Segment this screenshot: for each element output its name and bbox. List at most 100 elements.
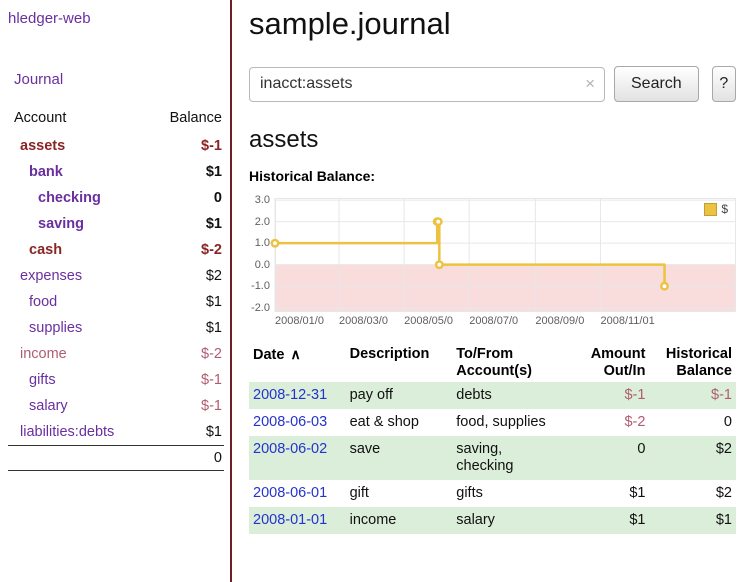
register-header-label: Balance bbox=[676, 363, 732, 379]
legend-swatch-icon bbox=[704, 202, 718, 216]
register-header-description: Description bbox=[346, 344, 453, 382]
account-row: food $1 bbox=[8, 289, 224, 315]
account-name-cell: gifts bbox=[8, 367, 146, 393]
transaction-date-cell: 2008-12-31 bbox=[249, 382, 346, 409]
x-tick-label: 2008/03/0 bbox=[339, 315, 388, 327]
x-tick-label: 2008/01/0 bbox=[275, 315, 324, 327]
transaction-date-link[interactable]: 2008-06-03 bbox=[253, 414, 328, 430]
account-balance: $-1 bbox=[201, 398, 222, 414]
account-link[interactable]: assets bbox=[20, 138, 66, 154]
account-link[interactable]: liabilities:debts bbox=[20, 424, 115, 440]
page-title: sample.journal bbox=[249, 6, 451, 41]
account-row: cash $-2 bbox=[8, 237, 224, 263]
chart-legend: $ bbox=[701, 201, 731, 217]
account-name-cell: checking bbox=[8, 185, 146, 211]
accounts-header-account: Account bbox=[14, 110, 67, 126]
account-link[interactable]: supplies bbox=[29, 320, 83, 336]
register-header-label: Amount bbox=[590, 346, 646, 362]
account-balance: $1 bbox=[205, 216, 222, 232]
accounts-table: Account Balance assets $-1 bank $1 checking 0… bbox=[8, 106, 224, 471]
search-button[interactable]: Search bbox=[614, 66, 699, 102]
transaction-date-link[interactable]: 2008-06-01 bbox=[253, 485, 328, 501]
sort-ascending-icon: ∧ bbox=[290, 346, 301, 362]
transaction-balance: $2 bbox=[715, 441, 732, 457]
y-tick-label: 2.0 bbox=[254, 215, 270, 228]
account-balance: 0 bbox=[213, 190, 222, 206]
x-tick-label: 2008/07/0 bbox=[469, 315, 519, 327]
account-balance: $2 bbox=[205, 268, 222, 284]
account-link[interactable]: cash bbox=[29, 242, 63, 258]
x-tick-label: 2008/09/0 bbox=[535, 315, 585, 327]
y-tick-label: -1.0 bbox=[251, 280, 270, 293]
account-link[interactable]: food bbox=[29, 294, 58, 310]
account-row: checking 0 bbox=[8, 185, 224, 211]
register-head: Date ∧ Description To/From Account(s) Amount O… bbox=[249, 344, 736, 382]
y-tick-label: 3.0 bbox=[254, 194, 270, 207]
transaction-balance: $2 bbox=[715, 485, 732, 501]
transaction-row: 2008-12-31 pay off debts $-1 $-1 bbox=[249, 382, 736, 409]
help-button[interactable]: ? bbox=[711, 66, 736, 102]
transaction-accounts: salary bbox=[456, 512, 495, 528]
search-input[interactable] bbox=[249, 66, 605, 102]
register-header-label: Description bbox=[349, 346, 430, 362]
transaction-row: 2008-06-01 gift gifts $1 $2 bbox=[249, 480, 736, 507]
account-row: supplies $1 bbox=[8, 315, 224, 341]
transaction-description: gift bbox=[349, 485, 369, 501]
register-header-label: Historical bbox=[665, 346, 732, 362]
accounts-body: assets $-1 bank $1 checking 0 saving $1 cash $-2 e… bbox=[8, 133, 224, 446]
account-link[interactable]: expenses bbox=[20, 268, 83, 284]
transaction-date-cell: 2008-06-02 bbox=[249, 436, 346, 480]
transaction-description: pay off bbox=[349, 387, 393, 403]
register-header-label: Out/In bbox=[603, 363, 646, 379]
transaction-amount: 0 bbox=[637, 441, 646, 457]
chart-x-axis: 2008/01/0 2008/03/0 2008/05/0 2008/07/0 2008… bbox=[275, 312, 736, 330]
transaction-row: 2008-01-01 income salary $1 $1 bbox=[249, 507, 736, 534]
sidebar-item-journal[interactable]: Journal bbox=[14, 71, 64, 88]
account-balance: $1 bbox=[205, 294, 222, 310]
transaction-balance: 0 bbox=[723, 414, 732, 430]
search-input-wrap: × bbox=[249, 66, 605, 102]
transaction-description: income bbox=[349, 512, 397, 528]
transaction-accounts: debts bbox=[456, 387, 492, 403]
clear-search-icon[interactable]: × bbox=[585, 73, 595, 93]
account-balance: $1 bbox=[205, 424, 222, 440]
chart-y-axis: 3.0 2.0 1.0 0.0 -1.0 -2.0 bbox=[249, 194, 275, 314]
transaction-row: 2008-06-03 eat & shop food, supplies $-2 0 bbox=[249, 409, 736, 436]
account-name-cell: cash bbox=[8, 237, 146, 263]
account-link[interactable]: gifts bbox=[29, 372, 56, 388]
chart-plot: $ bbox=[270, 198, 736, 312]
transaction-date-link[interactable]: 2008-01-01 bbox=[253, 512, 328, 528]
register-header-date[interactable]: Date ∧ bbox=[249, 344, 346, 382]
register-header-row: Date ∧ Description To/From Account(s) Amount O… bbox=[249, 344, 736, 382]
accounts-total-spacer bbox=[8, 445, 146, 471]
transaction-date-link[interactable]: 2008-06-02 bbox=[253, 441, 328, 457]
register-header-to-from: To/From Account(s) bbox=[452, 344, 565, 382]
transaction-date-cell: 2008-06-01 bbox=[249, 480, 346, 507]
account-link[interactable]: bank bbox=[29, 164, 63, 180]
account-name-cell: supplies bbox=[8, 315, 146, 341]
balance-chart: 3.0 2.0 1.0 0.0 -1.0 -2.0 $ bbox=[249, 194, 736, 314]
account-name-cell: assets bbox=[8, 133, 146, 159]
account-row: expenses $2 bbox=[8, 263, 224, 289]
account-link[interactable]: checking bbox=[38, 190, 101, 206]
transaction-date-link[interactable]: 2008-12-31 bbox=[253, 387, 328, 403]
account-name-cell: salary bbox=[8, 393, 146, 419]
transaction-description: eat & shop bbox=[349, 414, 419, 430]
chart-title: Historical Balance: bbox=[249, 168, 376, 184]
transaction-amount: $-2 bbox=[624, 414, 646, 430]
transaction-accounts: food, supplies bbox=[456, 414, 546, 430]
legend-label: $ bbox=[721, 202, 728, 216]
register-header-label: Date bbox=[253, 347, 285, 363]
register-table: Date ∧ Description To/From Account(s) Amount O… bbox=[249, 344, 736, 534]
account-link[interactable]: saving bbox=[38, 216, 84, 232]
account-link[interactable]: income bbox=[20, 346, 67, 362]
account-balance: $1 bbox=[205, 164, 222, 180]
y-tick-label: 1.0 bbox=[254, 237, 270, 250]
chart-svg bbox=[270, 198, 736, 312]
account-balance: $-2 bbox=[201, 346, 222, 362]
transaction-accounts: gifts bbox=[456, 485, 483, 501]
sidebar: hledger-web Journal Account Balance asse… bbox=[0, 0, 232, 582]
account-link[interactable]: salary bbox=[29, 398, 68, 414]
account-balance: $1 bbox=[205, 320, 222, 336]
app-title-link[interactable]: hledger-web bbox=[8, 10, 91, 27]
